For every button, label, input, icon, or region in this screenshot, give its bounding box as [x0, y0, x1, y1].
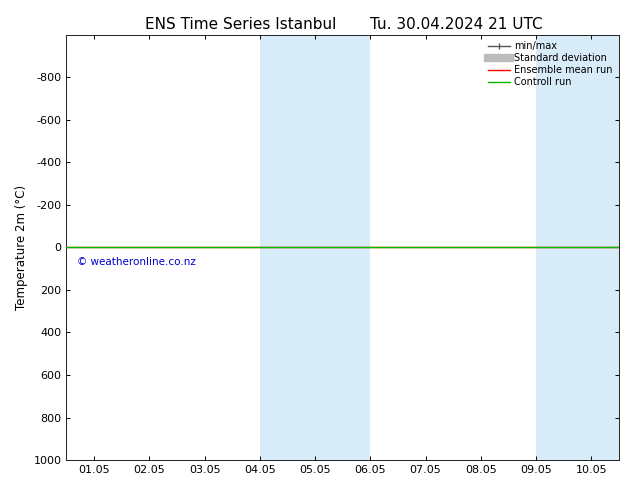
Bar — [315, 35, 370, 460]
Text: ENS Time Series Istanbul: ENS Time Series Istanbul — [145, 17, 337, 32]
Text: Tu. 30.04.2024 21 UTC: Tu. 30.04.2024 21 UTC — [370, 17, 543, 32]
Y-axis label: Temperature 2m (°C): Temperature 2m (°C) — [15, 185, 28, 310]
Text: © weatheronline.co.nz: © weatheronline.co.nz — [77, 257, 197, 267]
Legend: min/max, Standard deviation, Ensemble mean run, Controll run: min/max, Standard deviation, Ensemble me… — [486, 40, 614, 89]
Bar — [260, 35, 315, 460]
Bar — [536, 35, 592, 460]
Bar — [592, 35, 634, 460]
